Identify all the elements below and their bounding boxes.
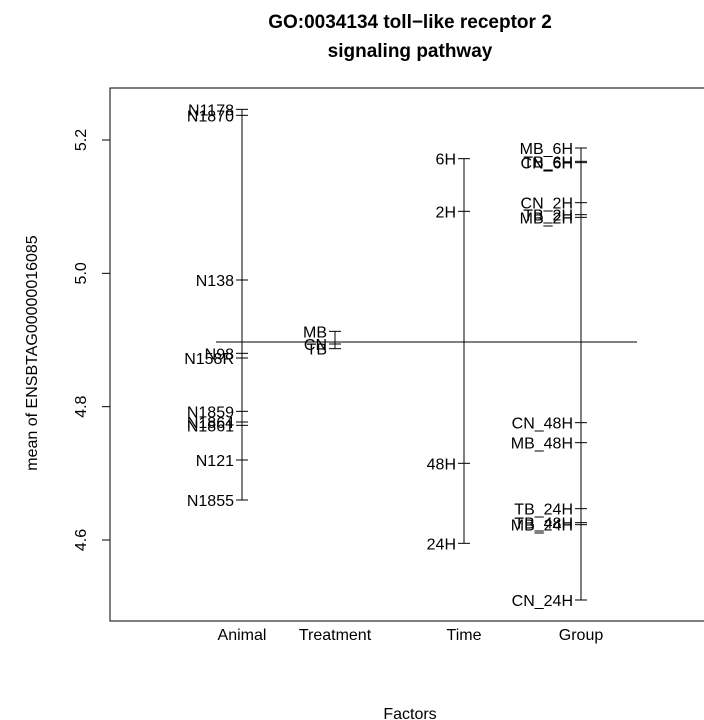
level-label: MB_2H: [520, 210, 573, 227]
level-label: N1855: [187, 493, 234, 510]
x-tick-label: Group: [559, 627, 604, 644]
chart-title-line-1: GO:0034134 toll−like receptor 2: [268, 12, 552, 33]
level-label: 2H: [436, 204, 456, 221]
level-label: TB_6H: [523, 154, 573, 171]
level-label: N138: [196, 273, 234, 290]
level-label: 6H: [436, 152, 456, 169]
level-label: N121: [196, 453, 234, 470]
level-label: N98: [205, 346, 234, 363]
factor-time: 6H 2H 48H 24H Time: [427, 152, 482, 644]
x-axis-label: Factors: [383, 706, 436, 720]
level-label: TB_48H: [514, 516, 573, 533]
level-label: CN_6H: [521, 156, 573, 173]
level-label: MB_24H: [511, 518, 573, 535]
level-label: CN_48H: [512, 416, 573, 433]
y-tick-label: 5.2: [73, 129, 90, 151]
y-axis-label: mean of ENSBTAG00000016085: [24, 235, 41, 471]
y-tick-label: 4.6: [73, 529, 90, 551]
level-label: MB_48H: [511, 436, 573, 453]
level-label: MB: [303, 324, 327, 341]
level-label: N158R: [184, 351, 234, 368]
level-label: N1861: [187, 418, 234, 435]
level-label: 24H: [427, 536, 456, 553]
x-tick-label: Animal: [218, 627, 267, 644]
level-label: CN: [304, 337, 327, 354]
level-label: TB_24H: [514, 502, 573, 519]
level-label: 48H: [427, 456, 456, 473]
y-tick-label: 4.8: [73, 395, 90, 417]
x-tick-label: Treatment: [299, 627, 372, 644]
level-label: N1859: [187, 404, 234, 421]
level-label: N1178: [188, 102, 234, 119]
level-label: CN_2H: [521, 196, 573, 213]
level-label: TB_2H: [523, 208, 573, 225]
level-label: CN_24H: [512, 593, 573, 610]
y-tick-label: 5.0: [73, 262, 90, 284]
x-tick-label: Time: [447, 627, 482, 644]
level-label: TB: [307, 342, 327, 359]
chart-title-line-2: signaling pathway: [328, 41, 493, 62]
level-label: MB_6H: [520, 141, 573, 158]
level-label: N1864: [187, 415, 234, 432]
level-label: N1870: [187, 108, 234, 125]
y-axis: 4.6 4.8 5.0 5.2: [73, 129, 111, 551]
